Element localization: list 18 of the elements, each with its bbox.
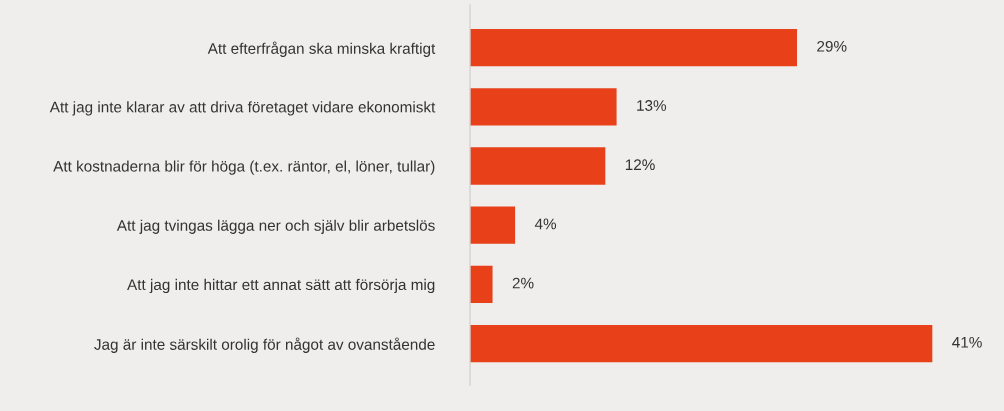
y-tick-label: Att efterfrågan ska minska kraftigt: [207, 41, 436, 57]
data-label: 41%: [952, 336, 982, 348]
bar: [470, 206, 516, 244]
data-label: 13%: [637, 100, 667, 111]
data-label: 4%: [534, 218, 557, 230]
y-tick-label: Att jag inte klarar av att driva företaget vidare ekonomiskt: [49, 101, 436, 116]
y-tick-label: Jag är inte särskilt orolig för något av ovanstående: [94, 337, 435, 353]
y-tick-label: Att jag inte hittar ett annat sätt att försörja mig: [127, 278, 435, 294]
y-tick-label: Att jag tvingas lägga ner och själv blir arbetslös: [116, 219, 435, 234]
bar: [470, 324, 933, 363]
data-label: 29%: [817, 40, 847, 52]
data-label: 2%: [512, 277, 534, 289]
y-tick-label: Att kostnaderna blir för höga (t.ex. räntor, el, löner, tullar): [53, 160, 435, 175]
bar: [470, 147, 606, 185]
bar: [470, 88, 617, 126]
bar: [470, 28, 798, 67]
data-label: 12%: [625, 159, 655, 171]
bar: [470, 265, 493, 304]
